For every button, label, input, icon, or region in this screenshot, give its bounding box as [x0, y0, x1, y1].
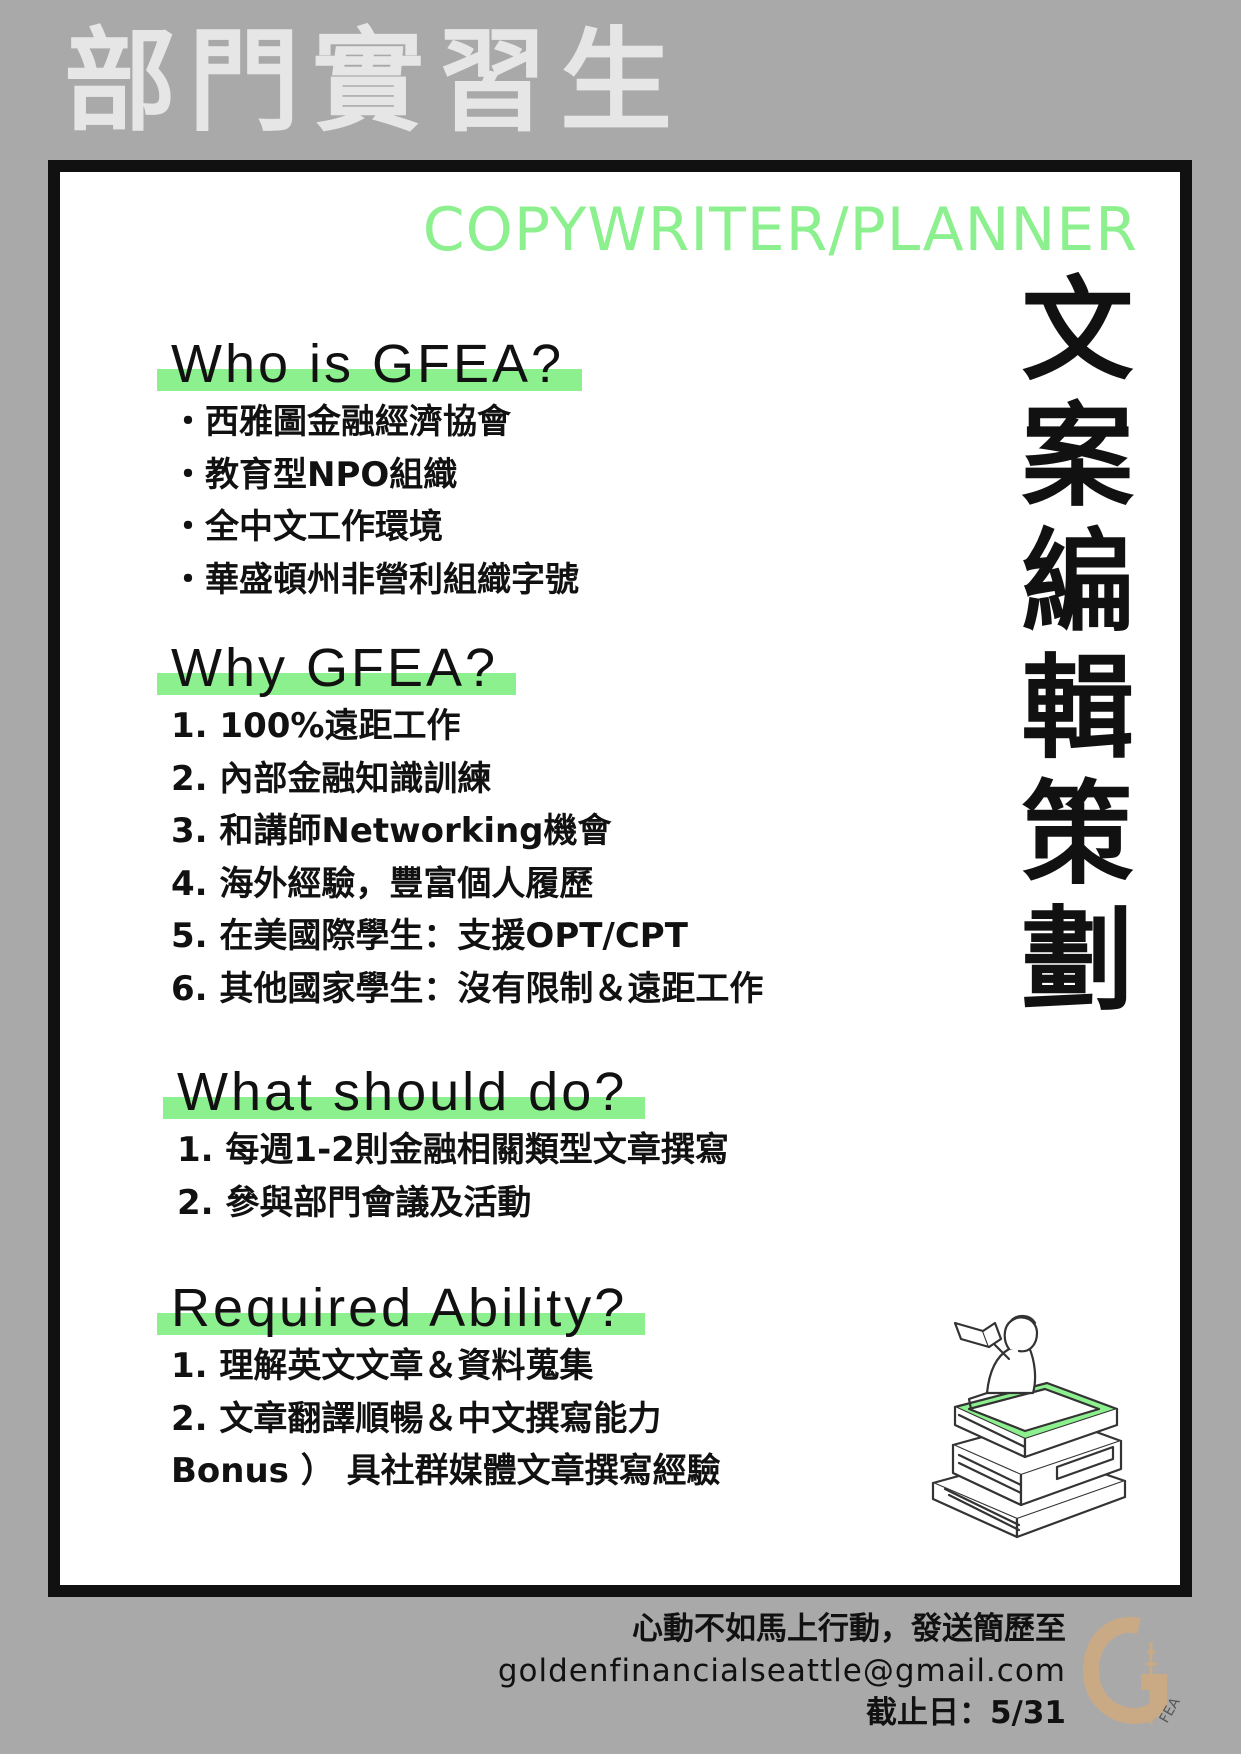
list-item: ・西雅圖金融經濟協會	[171, 402, 511, 442]
list-item: ・全中文工作環境	[171, 507, 443, 547]
list-item: 1. 100%遠距工作	[171, 706, 461, 746]
list-item: 2. 文章翻譯順暢＆中文撰寫能力	[171, 1398, 662, 1439]
list-item: ・華盛頓州非營利組織字號	[171, 559, 579, 600]
page-title: 部門實習生	[64, 17, 684, 147]
list-item: Bonus ） 具社群媒體文章撰寫經驗	[171, 1451, 721, 1491]
role-title-zh-char: 輯	[1021, 644, 1134, 774]
section-heading: Who is GFEA?	[157, 334, 583, 394]
list-item: ・教育型NPO組織	[171, 454, 458, 495]
heading-highlight	[163, 1097, 646, 1119]
section-list: ・西雅圖金融經濟協會 ・教育型NPO組織 ・全中文工作環境 ・華盛頓州非營利組織…	[157, 396, 877, 606]
heading-highlight	[157, 1313, 646, 1335]
footer-cta: 心動不如馬上行動，發送簡歷至	[632, 1611, 1066, 1647]
section-list: 1. 100%遠距工作 2. 內部金融知識訓練 3. 和講師Networking…	[157, 700, 877, 1015]
section-list: 1. 每週1-2則金融相關類型文章撰寫 2. 參與部門會議及活動	[163, 1124, 883, 1229]
list-item: 3. 和講師Networking機會	[171, 811, 612, 851]
list-item: 2. 內部金融知識訓練	[171, 758, 492, 799]
list-item: 6. 其他國家學生：沒有限制＆遠距工作	[171, 968, 764, 1009]
footer-contact: 心動不如馬上行動，發送簡歷至 goldenfinancialseattle@gm…	[498, 1608, 1066, 1734]
role-title-zh-char: 案	[1021, 392, 1134, 522]
section-required-ability: Required Ability? 1. 理解英文文章＆資料蒐集 2. 文章翻譯…	[157, 1278, 877, 1498]
role-title-zh-char: 劃	[1021, 896, 1134, 1026]
list-item: 1. 理解英文文章＆資料蒐集	[171, 1346, 594, 1386]
footer-deadline: 截止日：5/31	[865, 1695, 1066, 1731]
section-heading: Required Ability?	[157, 1278, 646, 1338]
heading-highlight	[157, 369, 583, 391]
section-list: 1. 理解英文文章＆資料蒐集 2. 文章翻譯順暢＆中文撰寫能力 Bonus ） …	[157, 1340, 877, 1498]
list-item: 2. 參與部門會議及活動	[177, 1182, 532, 1223]
person-reading-on-books-icon	[931, 1314, 1127, 1539]
role-title-en: COPYWRITER/PLANNER	[422, 195, 1138, 265]
section-heading-text: Who is GFEA?	[171, 334, 565, 394]
footer-email[interactable]: goldenfinancialseattle@gmail.com	[497, 1653, 1066, 1689]
section-heading-text: What should do?	[177, 1062, 628, 1122]
list-item: 5. 在美國際學生：支援OPT/CPT	[171, 916, 688, 956]
section-why-gfea: Why GFEA? 1. 100%遠距工作 2. 內部金融知識訓練 3. 和講師…	[157, 638, 877, 1015]
section-heading-text: Why GFEA?	[171, 638, 499, 698]
section-who-is-gfea: Who is GFEA? ・西雅圖金融經濟協會 ・教育型NPO組織 ・全中文工作…	[157, 334, 877, 606]
section-heading: Why GFEA?	[157, 638, 517, 698]
poster-card: COPYWRITER/PLANNER 文 案 編 輯 策 劃 Who is GF…	[48, 160, 1192, 1597]
heading-highlight	[157, 673, 517, 695]
list-item: 1. 每週1-2則金融相關類型文章撰寫	[177, 1130, 729, 1170]
role-title-zh-char: 編	[1021, 518, 1134, 648]
section-heading-text: Required Ability?	[171, 1278, 628, 1338]
gfea-logo-icon: FEA	[1082, 1616, 1184, 1726]
role-title-zh: 文 案 編 輯 策 劃	[1010, 268, 1145, 1024]
section-heading: What should do?	[163, 1062, 646, 1122]
role-title-zh-char: 策	[1021, 770, 1134, 900]
section-what-should-do: What should do? 1. 每週1-2則金融相關類型文章撰寫 2. 參…	[163, 1062, 883, 1229]
role-title-zh-char: 文	[1021, 266, 1134, 396]
list-item: 4. 海外經驗，豐富個人履歷	[171, 863, 594, 904]
